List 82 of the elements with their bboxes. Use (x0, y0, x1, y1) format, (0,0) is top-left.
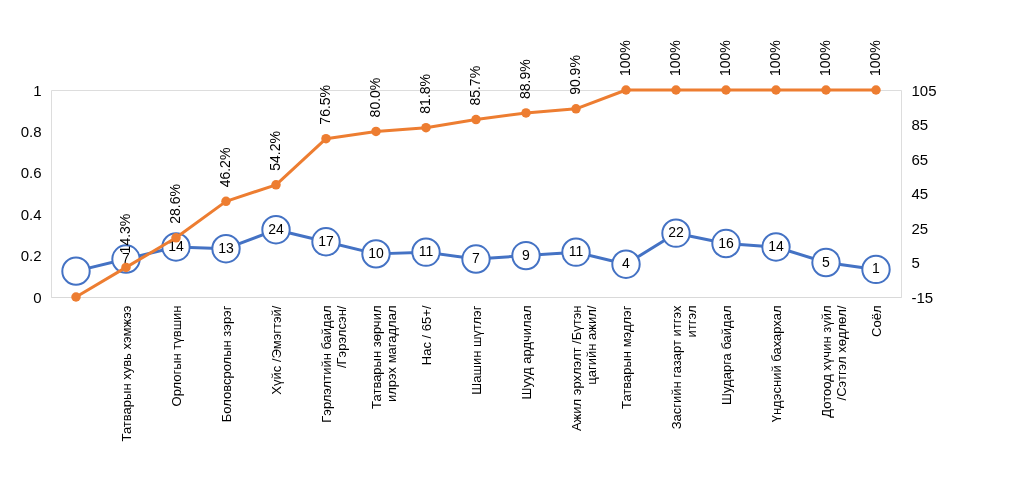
data-label: 80.0% (367, 77, 383, 118)
x-tick-label: Засгийн газарт итгэх итгэл (668, 305, 699, 430)
x-tick-label: Соёл (868, 305, 884, 337)
x-tick-label: Үндэсний бахархал (768, 305, 784, 423)
point (511, 240, 541, 271)
point (121, 262, 131, 273)
data-label: 14 (768, 237, 784, 254)
point (621, 85, 631, 95)
x-tick-label: Шударга байдал (718, 305, 734, 405)
data-label: 100% (867, 40, 883, 76)
data-label: 81.8% (417, 73, 433, 114)
point (771, 85, 781, 95)
data-label: 90.9% (567, 55, 583, 95)
x-tick-label: Татварын хувь хэмжээ (118, 305, 134, 442)
x-tick-label: Шууд ардчилал (518, 305, 534, 400)
point (471, 114, 481, 125)
point (371, 126, 381, 137)
point (221, 196, 231, 207)
point (811, 247, 841, 278)
data-label: 28.6% (167, 184, 183, 224)
x-tick-label: Нас / 65+/ (418, 305, 434, 366)
data-label: 100% (817, 40, 833, 76)
data-label: 1 (872, 260, 881, 277)
data-label: 14 (168, 237, 184, 254)
data-label: 11 (568, 243, 584, 260)
y-tick-label: 0 (33, 288, 42, 306)
point (71, 292, 81, 302)
point (461, 244, 491, 274)
x-tick-label: Татварын зөрчил илрэх магадлал (368, 305, 399, 409)
point (571, 104, 581, 114)
data-label: 100% (717, 40, 733, 76)
data-label: 11 (418, 243, 434, 260)
point (821, 85, 831, 95)
data-label: 24 (268, 220, 284, 237)
x-tick-label: Орлогын түвшин (168, 305, 184, 407)
y2-tick-label: 85 (911, 116, 929, 133)
point (321, 133, 331, 144)
y-tick-label: 1 (33, 81, 42, 99)
y2-tick-label: 105 (911, 81, 937, 99)
data-label: 100% (667, 40, 683, 76)
x-tick-label: Дотоод хүчин зүйл /Сэтгэл хөдлөл/ (818, 305, 849, 418)
point (671, 85, 681, 95)
x-tick-label: Хүйс /Эмэгтэй/ (268, 305, 284, 395)
y2-tick-label: 25 (911, 219, 929, 237)
y2-tick-label: -15 (911, 288, 934, 306)
y2-tick-label: 65 (911, 150, 929, 168)
point (871, 85, 881, 95)
data-label: 16 (718, 234, 734, 251)
data-label: 4 (622, 255, 631, 272)
point (521, 108, 531, 118)
x-tick-label: Боловсролын зэрэг (218, 305, 234, 423)
y-tick-label: 0.6 (20, 164, 42, 182)
data-label: 5 (822, 253, 831, 270)
point (271, 180, 281, 190)
data-label: 54.2% (267, 131, 283, 171)
point (861, 254, 891, 285)
point (611, 249, 641, 279)
data-label: 100% (617, 40, 633, 76)
y-tick-label: 0.4 (20, 205, 42, 223)
point (721, 85, 731, 95)
y-tick-label: 0.8 (20, 122, 42, 140)
data-label: 100% (767, 40, 783, 76)
x-tick-label: Ажил эрхлэлт /Бүтэн цагийн ажил/ (568, 305, 599, 432)
data-label: 76.5% (317, 84, 333, 125)
data-label: 9 (522, 246, 531, 263)
y-tick-label: 0.2 (20, 247, 42, 265)
point (61, 256, 91, 286)
data-label: 14.3% (117, 213, 133, 254)
data-label: 13 (218, 239, 234, 256)
x-tick-label: Татварын мэдлэг (618, 305, 634, 409)
y2-tick-label: 45 (911, 185, 929, 202)
data-label: 7 (472, 250, 481, 267)
data-label: 85.7% (467, 65, 483, 106)
data-label: 10 (368, 244, 384, 261)
y2-tick-label: 5 (911, 254, 920, 271)
data-label: 22 (668, 224, 684, 241)
data-label: 17 (318, 232, 334, 249)
x-tick-label: Гэрлэлтийн байдал /Гэрэлсэн/ (318, 305, 349, 423)
x-tick-label: Шашин шүтлэг (468, 305, 484, 395)
data-label: 88.9% (517, 59, 533, 99)
point (421, 122, 431, 133)
data-label: 46.2% (217, 147, 233, 188)
